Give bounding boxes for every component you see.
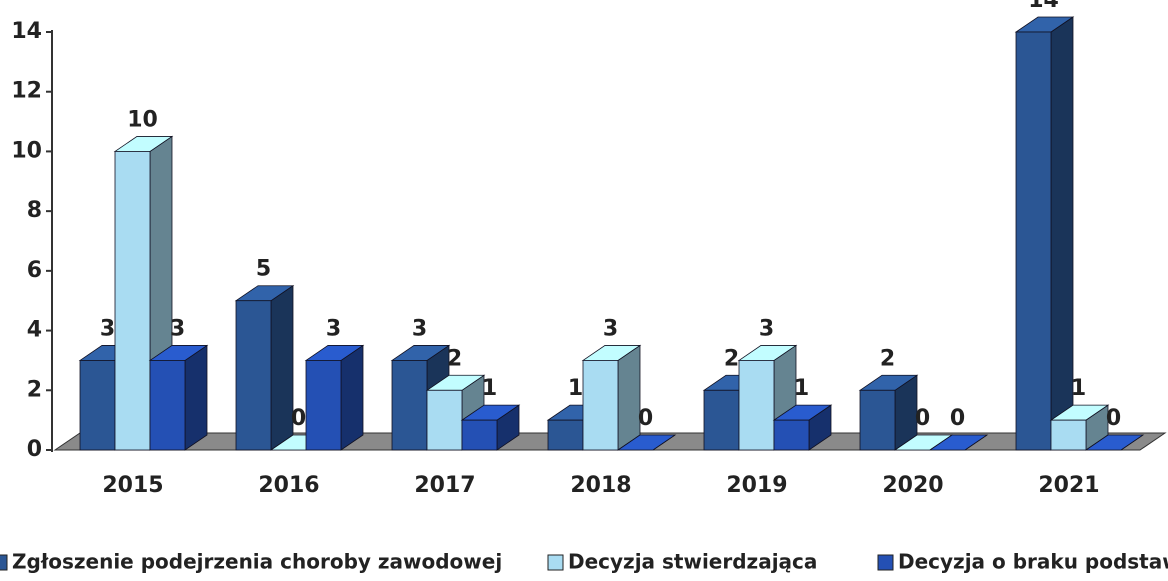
bar-top [616, 434, 677, 451]
bar [391, 360, 428, 451]
data-label: 0 [291, 406, 306, 431]
bar [859, 389, 896, 451]
data-label: 3 [100, 316, 115, 341]
data-label: 2 [724, 346, 739, 371]
data-label: 1 [1071, 376, 1086, 401]
data-label: 0 [950, 406, 965, 431]
bar [703, 389, 740, 451]
data-label: 5 [256, 257, 271, 282]
bar [426, 389, 463, 451]
legend-label: Decyzja stwierdzająca [568, 550, 817, 574]
bar-side [340, 344, 364, 451]
bar [305, 360, 342, 451]
legend-swatch [877, 554, 894, 571]
data-label: 3 [603, 316, 618, 341]
bar [235, 300, 272, 451]
x-tick-label: 2020 [882, 473, 943, 498]
bar [461, 419, 498, 451]
bar [547, 419, 584, 451]
y-tick-label: 14 [11, 19, 42, 44]
y-tick-label: 10 [11, 138, 42, 163]
y-tick-label: 4 [27, 318, 42, 343]
data-label: 2 [447, 346, 462, 371]
x-tick-label: 2021 [1038, 473, 1099, 498]
legend-swatch [547, 554, 564, 571]
bar [773, 419, 810, 451]
bar-side [617, 344, 641, 451]
data-label: 3 [326, 316, 341, 341]
x-tick-label: 2017 [414, 473, 475, 498]
y-tick-label: 8 [27, 198, 42, 223]
bar-side [270, 284, 294, 451]
data-label: 14 [1028, 0, 1059, 13]
legend-label: Decyzja o braku podstaw [898, 550, 1168, 574]
data-label: 3 [170, 316, 185, 341]
y-tick-label: 2 [27, 377, 42, 402]
bar [114, 151, 151, 451]
bar [738, 360, 775, 451]
y-tick-label: 0 [27, 437, 42, 462]
x-tick-label: 2019 [726, 473, 787, 498]
bar [79, 360, 116, 451]
data-label: 1 [482, 376, 497, 401]
data-label: 0 [638, 406, 653, 431]
bar [582, 360, 619, 451]
x-tick-label: 2015 [102, 473, 163, 498]
data-label: 0 [1106, 406, 1121, 431]
bar-side [184, 344, 208, 451]
bar [1050, 419, 1087, 451]
data-label: 0 [915, 406, 930, 431]
data-label: 1 [794, 376, 809, 401]
bar-side [1050, 16, 1074, 451]
bar-top [928, 434, 989, 451]
x-tick-label: 2018 [570, 473, 631, 498]
legend-label: Zgłoszenie podejrzenia choroby zawodowej [12, 550, 502, 574]
bar-top [1084, 434, 1145, 451]
data-label: 10 [127, 107, 158, 132]
legend-swatch [0, 554, 8, 571]
bar [149, 360, 186, 451]
data-label: 3 [412, 316, 427, 341]
data-label: 2 [880, 346, 895, 371]
x-tick-label: 2016 [258, 473, 319, 498]
data-label: 3 [759, 316, 774, 341]
data-label: 1 [568, 376, 583, 401]
bar [1015, 31, 1052, 451]
y-tick-label: 12 [11, 79, 42, 104]
y-tick-label: 6 [27, 258, 42, 283]
